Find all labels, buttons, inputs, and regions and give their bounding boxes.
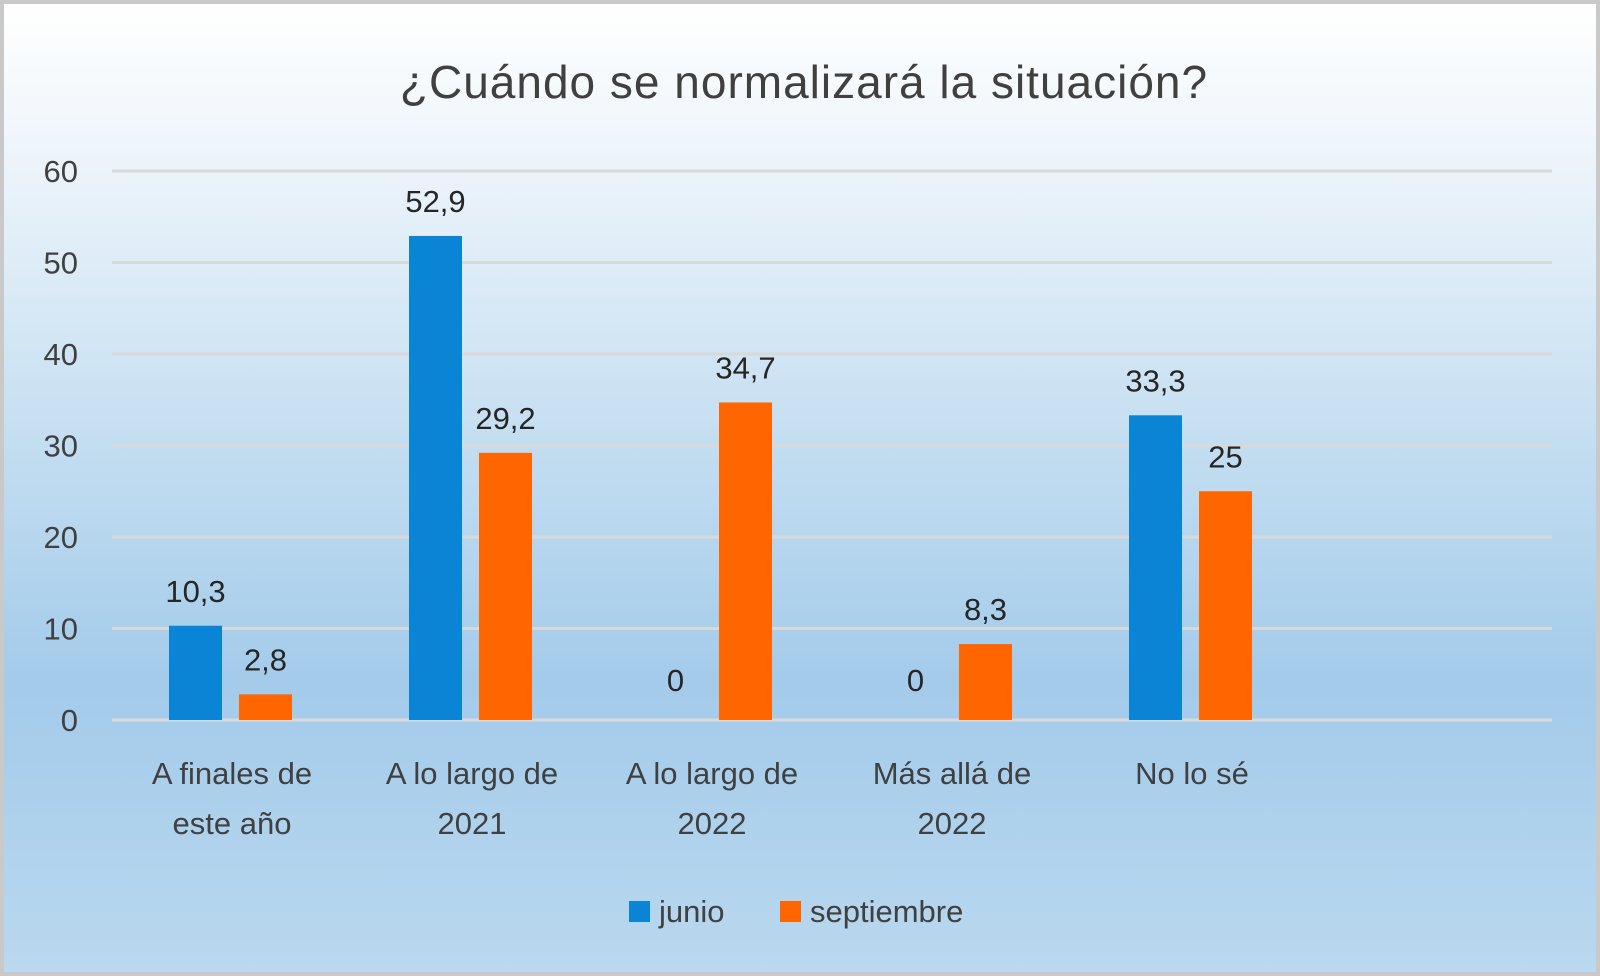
category-label: 2022: [678, 806, 747, 841]
bar-septiembre-2: [719, 402, 772, 720]
bars: [169, 235, 1252, 720]
category-label: 2022: [918, 806, 987, 841]
data-label-septiembre-3: 8,3: [964, 592, 1007, 627]
data-label-septiembre-1: 29,2: [475, 401, 535, 436]
legend-label-septiembre: septiembre: [810, 894, 963, 929]
category-label: 2021: [438, 806, 507, 841]
category-label: No lo sé: [1135, 756, 1249, 791]
bar-septiembre-1: [479, 452, 532, 720]
category-label: A lo largo de: [386, 756, 558, 791]
data-label-septiembre-4: 25: [1208, 439, 1242, 474]
data-labels: 10,3 52,9 0 0 33,3 2,8 29,2 34,7 8,3 25: [165, 184, 1242, 698]
bar-septiembre-3: [959, 644, 1012, 720]
y-tick-label: 60: [44, 154, 78, 189]
bar-septiembre-4: [1199, 491, 1252, 720]
category-label: este año: [173, 806, 292, 841]
data-label-junio-4: 33,3: [1125, 363, 1185, 398]
category-label: A lo largo de: [626, 756, 798, 791]
data-label-junio-2: 0: [667, 663, 684, 698]
y-tick-label: 0: [61, 703, 78, 738]
legend-label-junio: junio: [658, 894, 725, 929]
x-axis-categories: A finales de este año A lo largo de 2021 A l…: [152, 756, 1249, 841]
y-axis-ticks: 0 10 20 30 40 50 60: [44, 154, 78, 738]
y-tick-label: 50: [44, 246, 78, 281]
category-label: A finales de: [152, 756, 312, 791]
chart-title: ¿Cuándo se normalizará la situación?: [400, 56, 1208, 108]
data-label-septiembre-0: 2,8: [244, 642, 287, 677]
legend-swatch-junio: [629, 901, 650, 922]
bar-septiembre-0: [239, 694, 292, 720]
bar-junio-1: [409, 235, 462, 720]
data-label-septiembre-2: 34,7: [715, 350, 775, 385]
legend: junio septiembre: [629, 894, 963, 929]
category-label: Más allá de: [873, 756, 1032, 791]
y-tick-label: 40: [44, 337, 78, 372]
y-tick-label: 30: [44, 429, 78, 464]
gridlines: [112, 169, 1552, 722]
data-label-junio-0: 10,3: [165, 574, 225, 609]
bar-junio-0: [169, 625, 222, 720]
bar-junio-4: [1129, 415, 1182, 720]
y-tick-label: 10: [44, 612, 78, 647]
legend-swatch-septiembre: [780, 901, 801, 922]
y-tick-label: 20: [44, 520, 78, 555]
bar-chart: ¿Cuándo se normalizará la situación? 010…: [44, 56, 1552, 929]
data-label-junio-3: 0: [907, 663, 924, 698]
data-label-junio-1: 52,9: [405, 184, 465, 219]
